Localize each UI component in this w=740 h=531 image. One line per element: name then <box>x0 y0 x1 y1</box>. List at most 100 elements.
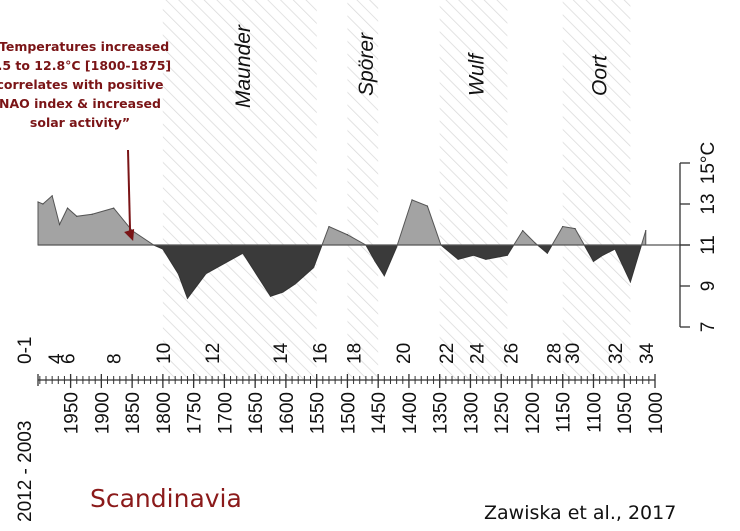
data-point <box>614 248 616 250</box>
temperature-area <box>37 194 690 300</box>
data-point <box>592 260 595 262</box>
minimum-label: Wulf <box>466 52 489 96</box>
age-tick-label: 6 <box>59 353 80 364</box>
data-point <box>522 230 524 232</box>
age-tick-label: 20 <box>394 343 415 364</box>
year-tick-label: 1850 <box>123 392 144 434</box>
data-point <box>37 201 39 203</box>
cold-anomaly-area <box>38 244 646 300</box>
data-point <box>91 213 93 215</box>
data-point <box>113 207 115 209</box>
data-point <box>51 195 53 197</box>
data-point <box>186 297 189 299</box>
data-point <box>396 246 398 248</box>
year-tick-label: 1450 <box>369 392 390 434</box>
year-tick-label: 1150 <box>554 392 575 433</box>
data-point <box>346 234 349 236</box>
age-tick-label: 8 <box>105 353 126 364</box>
temperature-tick-label: 9 <box>698 281 719 292</box>
data-point <box>374 260 376 262</box>
data-point <box>66 207 69 209</box>
data-point <box>534 242 536 244</box>
solar-minima-bands: Maunder Spörer Wulf Oort <box>162 0 631 380</box>
data-point <box>485 258 487 260</box>
annotation-line: NAO index & increased <box>0 96 161 111</box>
annotation-arrow-shaft <box>127 149 132 234</box>
annotation-line: 8.5 to 12.8°C [1800-1875] <box>0 58 171 73</box>
annotation: “Temperatures increased 8.5 to 12.8°C [18… <box>0 39 171 241</box>
age-tick-label: 14 <box>271 342 292 364</box>
year-tick-label: 1900 <box>92 392 113 434</box>
data-point <box>242 252 244 254</box>
data-point <box>602 254 604 256</box>
data-point <box>269 295 272 297</box>
age-tick-label: 28 <box>544 343 565 364</box>
region-title: Scandinavia <box>90 484 242 513</box>
annotation-line: solar activity” <box>30 115 130 130</box>
data-point <box>426 205 428 207</box>
age-tick-label: 34 <box>637 342 658 364</box>
data-point <box>58 223 61 226</box>
year-tick-label: 1500 <box>338 392 359 434</box>
data-point <box>645 230 647 232</box>
data-point <box>42 203 44 205</box>
age-tick-label: 18 <box>345 343 366 364</box>
data-point <box>162 248 164 250</box>
age-tick-label: 30 <box>563 343 584 364</box>
annotation-line: correlates with positive <box>0 77 163 92</box>
annotation-arrow-head <box>124 229 135 241</box>
year-tick-label: 1050 <box>615 392 636 434</box>
year-tick-label: 1600 <box>277 392 298 434</box>
age-tick-label: 24 <box>468 342 489 364</box>
data-point <box>506 254 508 256</box>
age-tick-label: 12 <box>203 343 224 364</box>
data-point <box>472 254 475 256</box>
data-point <box>328 225 330 228</box>
age-tick-label: 26 <box>501 343 522 364</box>
year-tick-label: 1750 <box>185 392 206 434</box>
minimum-band <box>439 0 508 380</box>
data-point <box>411 199 413 201</box>
temperature-tick-label: 7 <box>698 322 719 333</box>
year-tick-label: 1550 <box>308 392 329 434</box>
data-point <box>76 215 78 217</box>
year-tick-label: 1200 <box>523 392 544 434</box>
year-tick-label: 1950 <box>62 392 83 434</box>
year-tick-label: 1400 <box>400 392 421 434</box>
minimum-band <box>347 0 379 380</box>
data-point <box>629 281 631 283</box>
age-axis-left-label: 0-1 <box>15 337 36 364</box>
temperature-tick-label: 11 <box>698 235 719 255</box>
temperature-tick-label: 13 <box>698 193 719 214</box>
data-point <box>312 266 315 269</box>
data-point <box>177 273 179 275</box>
age-tick-label: 4 <box>46 353 67 364</box>
year-tick-label: 1800 <box>154 392 175 434</box>
data-point <box>546 252 548 254</box>
minimum-label: Maunder <box>232 24 255 108</box>
year-tick-label: 1250 <box>492 392 513 434</box>
age-tick-label: 32 <box>606 343 627 364</box>
year-tick-label: 1300 <box>461 392 482 434</box>
minimum-label: Spörer <box>355 32 378 96</box>
data-point <box>383 275 385 277</box>
age-tick-label: 16 <box>311 343 332 364</box>
year-tick-label: 1650 <box>246 392 267 434</box>
data-point <box>282 291 284 293</box>
data-point <box>562 225 564 228</box>
age-tick-label: 10 <box>154 343 175 364</box>
year-axis-left-label: 2012 - 2003 <box>15 421 36 522</box>
data-point <box>223 262 225 265</box>
minimum-band-top <box>162 0 317 118</box>
minimum-label: Oort <box>589 54 612 96</box>
annotation-line: “Temperatures increased <box>0 39 169 54</box>
year-tick-label: 1100 <box>584 392 605 433</box>
data-point <box>574 228 576 230</box>
year-tick-label: 1000 <box>646 392 667 434</box>
age-tick-label: 22 <box>437 343 458 364</box>
source-credit: Zawiska et al., 2017 <box>484 502 676 524</box>
data-point <box>294 283 296 285</box>
minimum-band <box>562 0 631 380</box>
